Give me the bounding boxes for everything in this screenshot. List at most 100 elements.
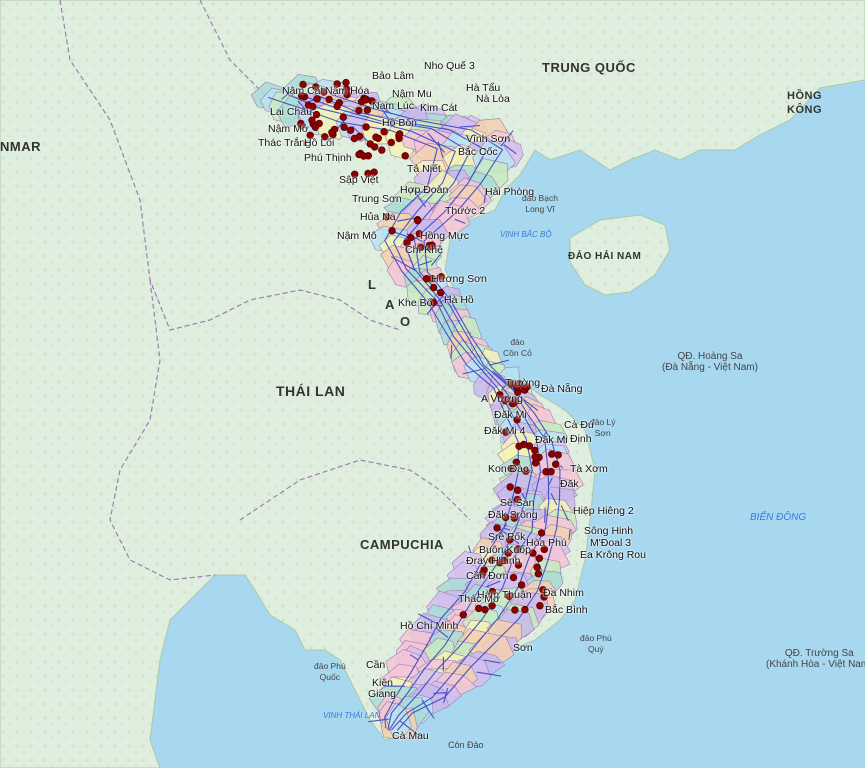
plant-marker[interactable] [401,152,409,160]
plant-marker[interactable] [299,80,307,89]
plant-marker[interactable] [320,88,328,96]
plant-marker[interactable] [536,601,544,610]
plant-marker[interactable] [514,561,523,569]
plant-marker[interactable] [388,227,396,235]
plant-marker[interactable] [328,128,336,137]
plant-marker[interactable] [429,298,437,307]
plant-marker[interactable] [339,113,347,121]
plant-marker[interactable] [313,95,321,103]
plant-marker[interactable] [540,545,548,554]
plant-marker[interactable] [306,131,314,140]
plant-marker[interactable] [504,549,512,557]
plant-marker[interactable] [459,611,467,619]
plant-marker[interactable] [540,593,548,601]
plant-marker[interactable] [502,428,510,436]
plant-marker[interactable] [429,283,438,292]
plant-marker[interactable] [488,602,496,610]
plant-marker[interactable] [372,133,380,141]
plant-marker[interactable] [340,123,348,131]
plant-marker[interactable] [523,383,531,391]
plant-marker[interactable] [533,563,541,571]
plant-marker[interactable] [488,556,496,564]
plant-marker[interactable] [311,123,320,132]
plant-marker[interactable] [501,396,509,405]
plant-marker[interactable] [513,495,522,504]
plant-marker[interactable] [547,467,555,476]
plant-marker[interactable] [325,95,333,104]
plant-marker[interactable] [554,451,562,459]
plant-marker[interactable] [396,130,404,138]
plant-marker[interactable] [333,102,341,111]
plant-marker[interactable] [531,453,539,461]
plant-marker[interactable] [304,101,313,109]
plant-marker[interactable] [312,110,321,119]
plant-marker[interactable] [308,116,316,124]
plant-marker[interactable] [508,400,517,408]
plant-marker[interactable] [500,556,508,565]
plant-marker[interactable] [515,442,523,450]
plant-marker[interactable] [415,230,424,238]
plant-marker[interactable] [534,570,543,578]
plant-marker[interactable] [380,128,388,136]
plant-marker[interactable] [551,460,560,468]
plant-marker[interactable] [522,467,530,475]
plant-marker[interactable] [371,143,379,151]
plant-marker[interactable] [514,545,522,553]
plant-marker[interactable] [364,169,372,178]
plant-marker[interactable] [512,458,520,466]
plant-marker[interactable] [547,450,556,458]
plant-marker[interactable] [437,288,445,297]
plant-marker[interactable] [321,133,329,141]
plant-marker[interactable] [511,606,519,614]
plant-marker[interactable] [383,213,391,221]
plant-marker[interactable] [513,383,521,391]
plant-marker[interactable] [312,83,320,91]
plant-marker[interactable] [506,483,514,491]
plant-marker[interactable] [496,391,504,399]
plant-marker[interactable] [363,106,371,114]
plant-marker[interactable] [529,549,537,557]
plant-marker[interactable] [509,573,518,582]
plant-marker[interactable] [480,566,488,574]
plant-marker[interactable] [535,554,544,562]
plant-marker[interactable] [481,605,489,614]
plant-marker[interactable] [493,524,501,532]
plant-marker[interactable] [362,123,370,131]
plant-marker[interactable] [333,80,341,88]
plant-marker[interactable] [511,512,519,520]
plant-markers[interactable] [297,78,562,619]
plant-marker[interactable] [537,529,546,537]
plant-marker[interactable] [343,90,351,99]
plant-marker[interactable] [378,146,386,154]
plant-marker[interactable] [437,273,445,281]
plant-marker[interactable] [297,119,305,128]
plant-marker[interactable] [407,233,415,242]
plant-marker[interactable] [506,536,514,544]
plant-marker[interactable] [505,592,513,600]
plant-marker[interactable] [539,586,547,594]
plant-marker[interactable] [403,239,411,247]
plant-marker[interactable] [387,138,395,147]
plant-marker[interactable] [488,587,497,596]
plant-marker[interactable] [513,486,522,494]
plant-marker[interactable] [417,243,425,252]
plant-marker[interactable] [351,170,359,179]
plant-marker[interactable] [362,96,370,104]
plant-marker[interactable] [513,416,521,424]
plant-marker[interactable] [501,513,510,522]
plant-marker[interactable] [355,106,363,115]
plant-marker[interactable] [350,134,359,143]
plant-marker[interactable] [346,126,355,134]
plant-marker[interactable] [475,604,483,613]
plant-marker[interactable] [507,380,515,388]
plant-marker[interactable] [422,275,431,283]
plant-marker[interactable] [521,605,529,614]
plant-marker[interactable] [517,581,526,589]
plant-marker[interactable] [360,152,368,160]
plant-marker[interactable] [297,92,306,100]
plant-marker[interactable] [413,216,422,225]
plant-marker[interactable] [428,241,436,249]
plant-marker[interactable] [507,464,515,473]
